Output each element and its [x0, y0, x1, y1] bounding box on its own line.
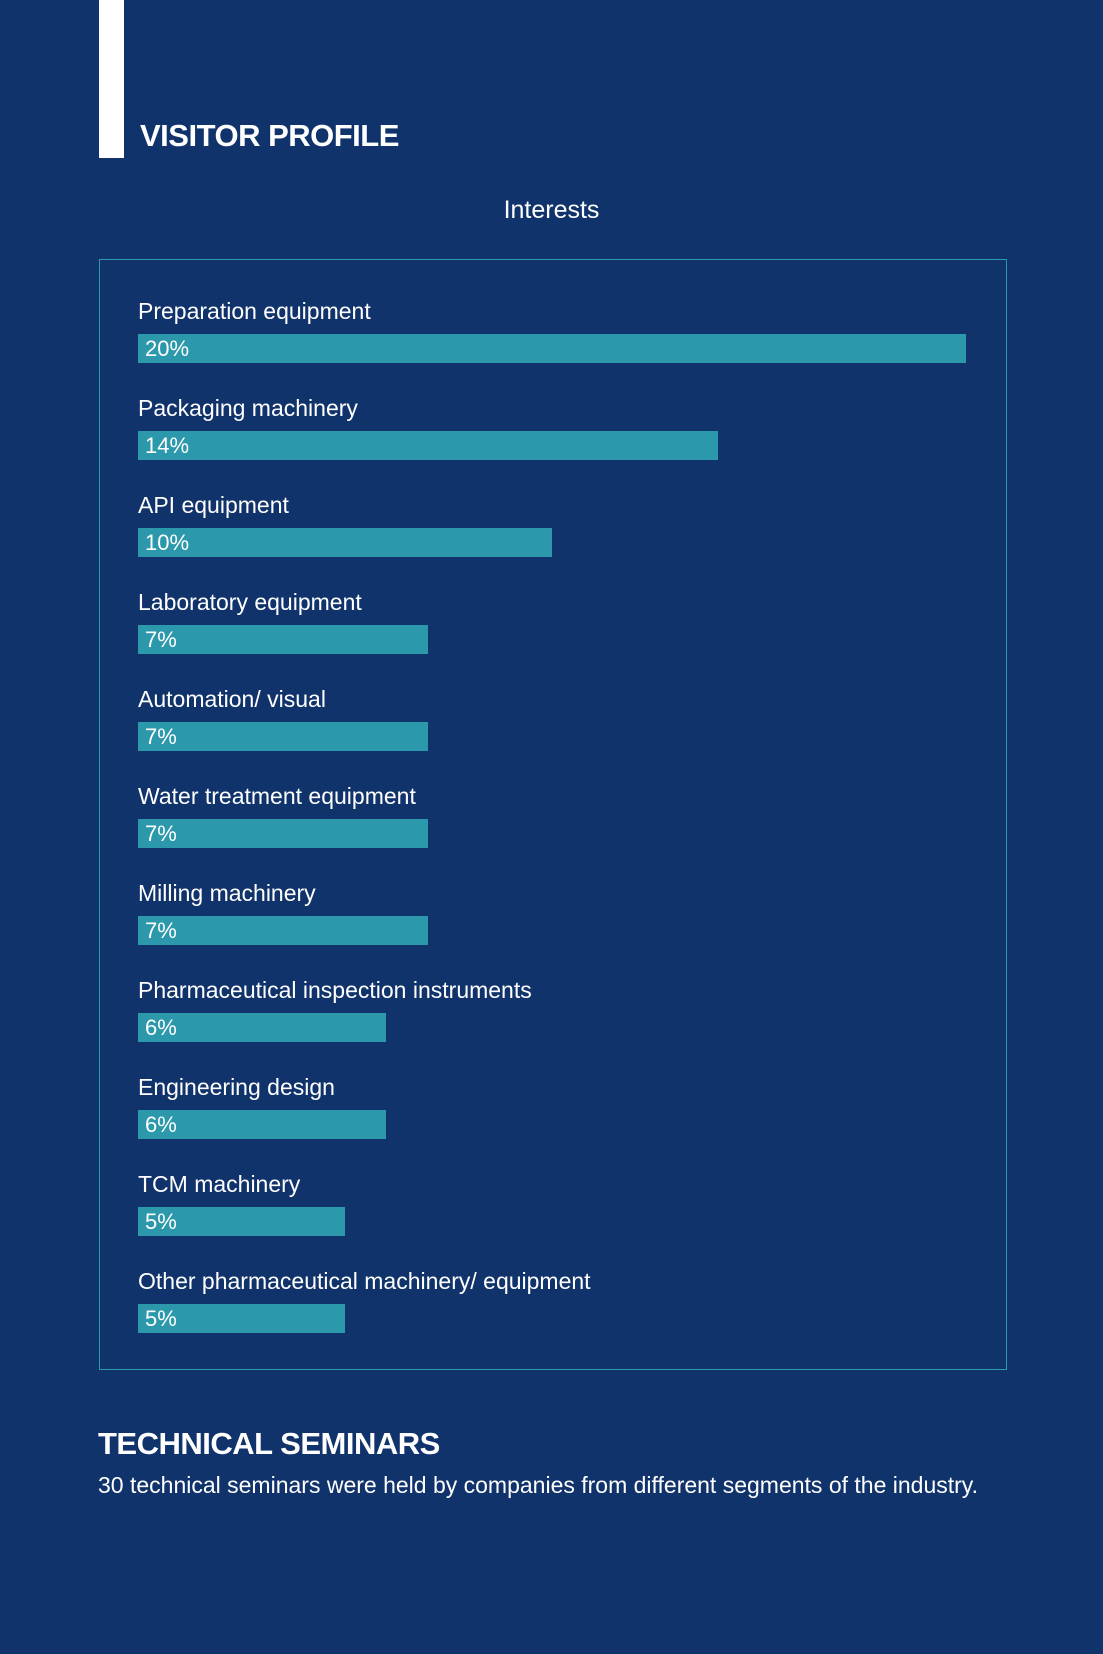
- seminars-text: 30 technical seminars were held by compa…: [98, 1472, 978, 1498]
- bar: 10%: [138, 528, 552, 557]
- bar-label: Other pharmaceutical machinery/ equipmen…: [138, 1268, 591, 1294]
- bar-label: API equipment: [138, 492, 289, 518]
- bar-label: Pharmaceutical inspection instruments: [138, 977, 532, 1003]
- bar: 5%: [138, 1207, 345, 1236]
- bar: 7%: [138, 819, 428, 848]
- chart-frame: Preparation equipment 20% Packaging machin…: [99, 259, 1007, 1370]
- bar-value-label: 20%: [145, 336, 190, 361]
- bar-value-label: 5%: [145, 1209, 177, 1234]
- chart-title: Interests: [503, 196, 600, 224]
- seminars-heading: TECHNICAL SEMINARS: [98, 1426, 440, 1461]
- bar-value-label: 7%: [145, 627, 177, 652]
- bar-value-label: 7%: [145, 918, 177, 943]
- bar-value-label: 7%: [145, 821, 177, 846]
- bar-label: Water treatment equipment: [138, 783, 416, 809]
- bar-value-label: 6%: [145, 1112, 177, 1137]
- bar: 7%: [138, 722, 428, 751]
- accent-bar: [99, 0, 124, 158]
- page-title: VISITOR PROFILE: [140, 118, 399, 153]
- bar-label: Automation/ visual: [138, 686, 326, 712]
- bar: 5%: [138, 1304, 345, 1333]
- bar-label: Packaging machinery: [138, 395, 358, 421]
- bar-value-label: 14%: [145, 433, 190, 458]
- bar-label: TCM machinery: [138, 1171, 301, 1197]
- bar: 14%: [138, 431, 718, 460]
- bar-value-label: 7%: [145, 724, 177, 749]
- bar-label: Laboratory equipment: [138, 589, 362, 615]
- bar-label: Preparation equipment: [138, 298, 371, 324]
- bar: 7%: [138, 625, 428, 654]
- bar: 6%: [138, 1110, 387, 1139]
- bar: 7%: [138, 916, 428, 945]
- bar: 20%: [138, 334, 966, 363]
- bar-value-label: 5%: [145, 1306, 177, 1331]
- bar-value-label: 10%: [145, 530, 190, 555]
- bar: 6%: [138, 1013, 387, 1042]
- bar-label: Milling machinery: [138, 880, 316, 906]
- bar-label: Engineering design: [138, 1074, 335, 1100]
- bar-value-label: 6%: [145, 1015, 177, 1040]
